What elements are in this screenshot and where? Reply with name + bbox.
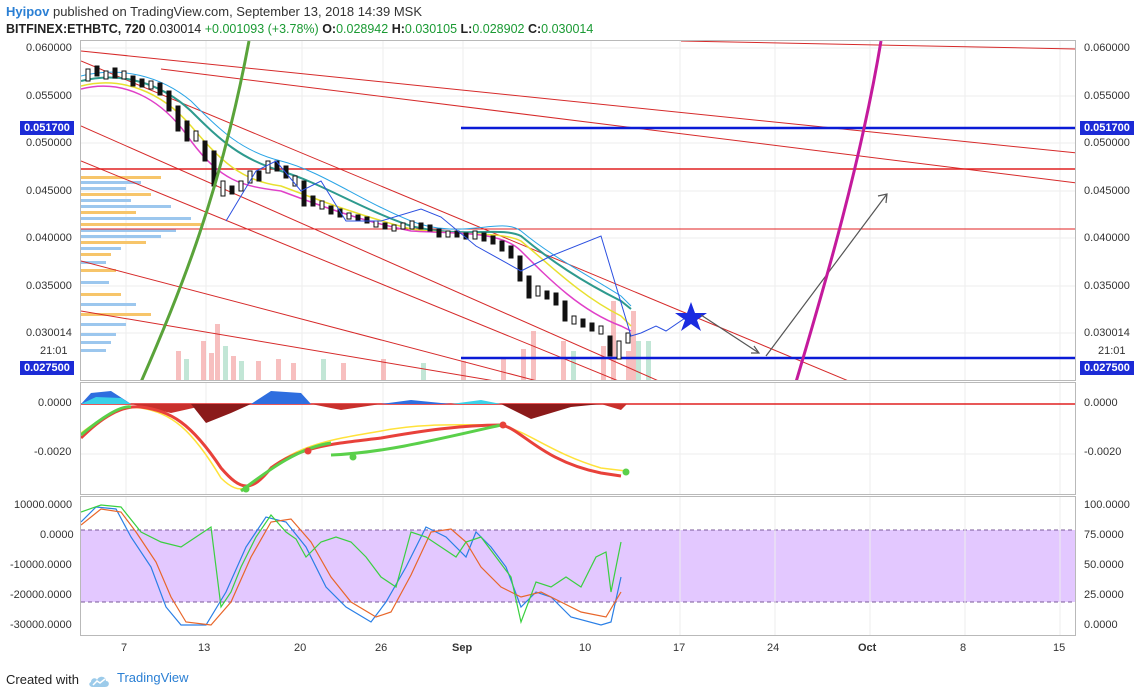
macd-tick: -0.0020 [1084, 446, 1122, 458]
projection-arrows [700, 193, 888, 357]
footer: Created with TradingView [0, 664, 1141, 696]
time-label: 7 [121, 642, 128, 654]
time-label: 20 [294, 642, 307, 654]
candlesticks[interactable] [85, 65, 631, 360]
right-price-tag-lower: 0.027500 [1080, 361, 1134, 375]
forecast-path [225, 160, 692, 337]
left-price-tag-lower: 0.027500 [20, 361, 74, 375]
macd-cross-point [499, 421, 507, 429]
macd-chart[interactable] [81, 383, 1076, 495]
low-label: L: [460, 22, 473, 36]
left-tick: 0.040000 [26, 232, 72, 244]
open-value: 0.028942 [336, 22, 389, 36]
macd-cross-point [304, 447, 312, 455]
footer-brand-link[interactable]: TradingView [117, 670, 189, 685]
volume-bars [176, 301, 651, 380]
time-label: Sep [452, 642, 473, 654]
osc-tick: 0.0000 [1084, 619, 1118, 631]
symbol-label[interactable]: BITFINEX:ETHBTC, 720 [6, 22, 146, 36]
macd-pane[interactable] [80, 382, 1076, 495]
macd-tick: -0.0020 [34, 446, 72, 458]
channel-lines [81, 41, 1075, 380]
osc-tick: -30000.0000 [10, 619, 72, 631]
last-price: 0.030014 [149, 22, 202, 36]
right-tick: 0.035000 [1084, 280, 1130, 292]
macd-cross-point [622, 468, 630, 476]
price-pane[interactable] [80, 40, 1076, 381]
oscillator-pane[interactable] [80, 496, 1076, 636]
right-tick: 0.045000 [1084, 185, 1130, 197]
price-grid [81, 41, 1075, 380]
osc-line-orange [81, 508, 622, 626]
fib-arc-green [140, 41, 251, 380]
right-tick: 0.040000 [1084, 232, 1130, 244]
osc-grid [125, 497, 1061, 635]
open-label: O: [322, 22, 337, 36]
oscillator-chart[interactable] [81, 497, 1076, 636]
target-star-icon[interactable] [675, 302, 707, 331]
macd-signal-line [81, 406, 627, 490]
osc-tick: 50.0000 [1084, 559, 1124, 571]
publish-info: published on TradingView.com, September … [52, 4, 423, 19]
osc-line-green [81, 504, 622, 625]
fib-arc-magenta [795, 41, 883, 380]
price-chart[interactable] [81, 41, 1076, 381]
macd-cross-point [349, 453, 357, 461]
osc-tick: 10000.0000 [14, 499, 73, 511]
time-label: 17 [673, 642, 686, 654]
tradingview-cloud-icon[interactable] [88, 674, 110, 688]
publish-line: Hyipov published on TradingView.com, Sep… [6, 4, 422, 19]
ohlc-line: BITFINEX:ETHBTC, 720 0.030014 +0.001093 … [6, 22, 593, 36]
macd-histogram [81, 391, 627, 423]
macd-cross-point [242, 485, 250, 493]
price-change: +0.001093 (+3.78%) [204, 22, 319, 36]
osc-tick: -20000.0000 [10, 589, 72, 601]
author-name[interactable]: Hyipov [6, 4, 50, 19]
close-label: C: [527, 22, 542, 36]
time-label: 26 [375, 642, 388, 654]
macd-line-green [81, 405, 502, 493]
right-time-label: 21:01 [1098, 345, 1126, 357]
osc-line-blue [81, 506, 622, 626]
osc-tick: 0.0000 [40, 529, 74, 541]
osc-tick: -10000.0000 [10, 559, 72, 571]
time-label: 15 [1053, 642, 1066, 654]
left-tick: 0.035000 [26, 280, 72, 292]
left-tick: 0.055000 [26, 90, 72, 102]
time-label: Oct [858, 642, 877, 654]
right-tick: 0.030014 [1084, 327, 1130, 339]
osc-tick: 100.0000 [1084, 499, 1130, 511]
left-tick: 0.050000 [26, 137, 72, 149]
footer-created-text: Created with [6, 672, 79, 687]
high-label: H: [391, 22, 405, 36]
left-tick: 0.030014 [26, 327, 72, 339]
left-tick: 0.060000 [26, 42, 72, 54]
left-time-label: 21:01 [40, 345, 68, 357]
right-tick: 0.055000 [1084, 90, 1130, 102]
low-value: 0.028902 [472, 22, 525, 36]
right-price-tag-upper: 0.051700 [1080, 121, 1134, 135]
osc-band [81, 530, 1075, 602]
right-tick: 0.060000 [1084, 42, 1130, 54]
chart-header: Hyipov published on TradingView.com, Sep… [0, 0, 1141, 40]
macd-grid [81, 383, 1075, 494]
time-label: 10 [579, 642, 592, 654]
macd-line-red [81, 405, 622, 488]
time-label: 8 [960, 642, 967, 654]
left-tick: 0.045000 [26, 185, 72, 197]
macd-tick: 0.0000 [38, 397, 72, 409]
left-price-tag-upper: 0.051700 [20, 121, 74, 135]
time-label: 24 [767, 642, 780, 654]
osc-tick: 25.0000 [1084, 589, 1124, 601]
osc-tick: 75.0000 [1084, 529, 1124, 541]
high-value: 0.030105 [404, 22, 458, 36]
close-value: 0.030014 [541, 22, 594, 36]
time-label: 13 [198, 642, 211, 654]
right-tick: 0.050000 [1084, 137, 1130, 149]
macd-tick: 0.0000 [1084, 397, 1118, 409]
